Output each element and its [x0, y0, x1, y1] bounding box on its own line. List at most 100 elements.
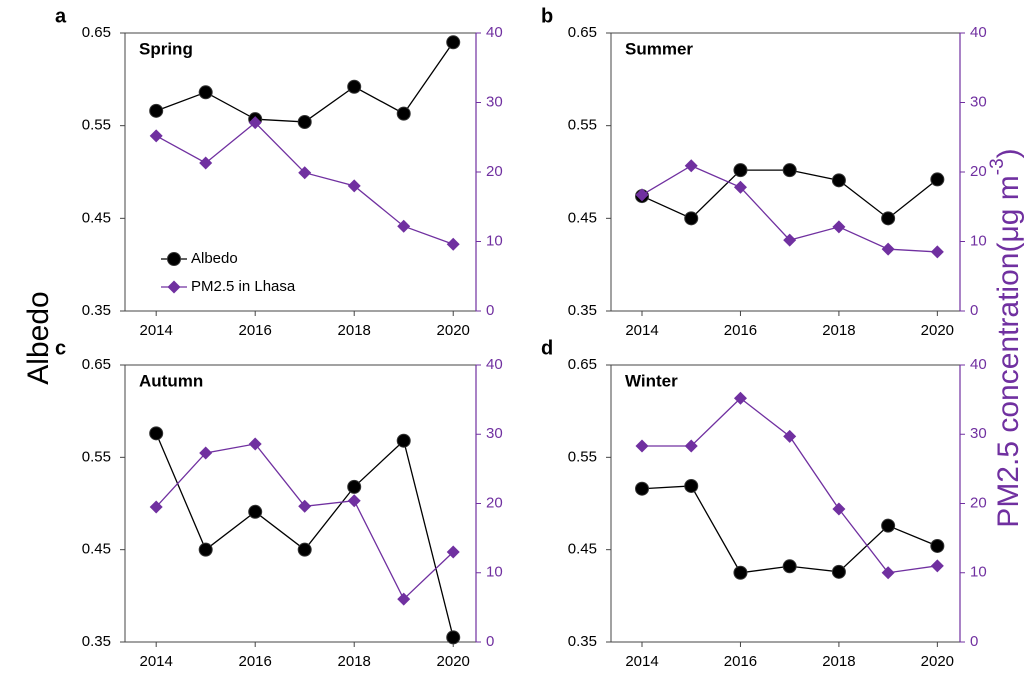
- y2-label-end: ): [992, 148, 1025, 158]
- pm25-point: [446, 237, 460, 251]
- pm25-point: [149, 129, 163, 143]
- y-tick-label: 0.65: [568, 356, 597, 373]
- x-tick-label: 2014: [625, 653, 658, 670]
- albedo-point: [684, 211, 699, 226]
- y2-tick-label: 40: [486, 24, 503, 41]
- x-tick-label: 2016: [724, 653, 757, 670]
- pm25-point: [298, 166, 312, 180]
- panel-label: d: [541, 337, 553, 359]
- pm25-point: [832, 502, 846, 516]
- albedo-point: [831, 173, 846, 188]
- albedo-point: [297, 114, 312, 129]
- y-tick-label: 0.45: [568, 541, 597, 558]
- y-tick-label: 0.65: [82, 356, 111, 373]
- pm25-point: [881, 242, 895, 256]
- y2-tick-label: 20: [970, 163, 987, 180]
- albedo-point: [149, 426, 164, 441]
- y-tick-label: 0.55: [82, 117, 111, 134]
- y-tick-label: 0.65: [568, 24, 597, 41]
- albedo-point: [881, 518, 896, 533]
- albedo-point: [198, 542, 213, 557]
- albedo-point: [446, 35, 461, 50]
- y2-label-sup: -3: [987, 158, 1008, 175]
- y2-label-main: PM2.5 concentration(μg m: [992, 175, 1025, 527]
- pm25-point: [199, 446, 213, 460]
- y-tick-label: 0.65: [82, 24, 111, 41]
- albedo-point: [684, 478, 699, 493]
- albedo-point: [396, 433, 411, 448]
- x-tick-label: 2016: [724, 322, 757, 339]
- y2-tick-label: 10: [970, 564, 987, 581]
- pm25-point: [733, 180, 747, 194]
- y2-tick-label: 10: [486, 232, 503, 249]
- y2-tick-label: 30: [486, 93, 503, 110]
- albedo-point: [198, 85, 213, 100]
- albedo-point: [930, 538, 945, 553]
- albedo-point: [831, 564, 846, 579]
- y2-tick-label: 20: [486, 494, 503, 511]
- y2-tick-label: 20: [486, 163, 503, 180]
- panel-label: c: [55, 337, 66, 359]
- y-tick-label: 0.55: [568, 448, 597, 465]
- albedo-point: [782, 163, 797, 178]
- x-tick-label: 2014: [140, 653, 173, 670]
- y2-tick-label: 40: [970, 356, 987, 373]
- panel-title: Summer: [625, 39, 693, 58]
- y2-axis-label: PM2.5 concentration(μg m-3): [987, 148, 1025, 527]
- y-tick-label: 0.45: [568, 209, 597, 226]
- albedo-point: [930, 172, 945, 187]
- plot-frame: [610, 364, 961, 643]
- panel-title: Spring: [139, 39, 193, 58]
- pm25-point: [684, 159, 698, 173]
- series-line: [155, 433, 454, 638]
- pm25-point: [930, 245, 944, 259]
- y2-tick-label: 0: [970, 302, 978, 319]
- y-tick-label: 0.35: [568, 633, 597, 650]
- pm25-point: [298, 499, 312, 513]
- series-line: [155, 443, 454, 601]
- y2-tick-label: 30: [486, 425, 503, 442]
- albedo-point: [149, 103, 164, 118]
- x-tick-label: 2020: [921, 653, 954, 670]
- pm25-point: [783, 233, 797, 247]
- pm25-point: [248, 437, 262, 451]
- y-axis-label: Albedo: [22, 291, 55, 384]
- albedo-point: [297, 542, 312, 557]
- x-tick-label: 2018: [822, 653, 855, 670]
- y2-tick-label: 30: [970, 93, 987, 110]
- panel-title: Winter: [625, 371, 678, 390]
- y-tick-label: 0.35: [82, 302, 111, 319]
- albedo-point: [446, 630, 461, 645]
- legend-marker: [167, 280, 181, 294]
- y2-tick-label: 40: [486, 356, 503, 373]
- x-tick-label: 2018: [338, 322, 371, 339]
- y-tick-label: 0.45: [82, 209, 111, 226]
- pm25-point: [930, 559, 944, 573]
- pm25-point: [832, 220, 846, 234]
- y2-tick-label: 0: [970, 633, 978, 650]
- y2-tick-label: 0: [486, 302, 494, 319]
- y-tick-label: 0.35: [82, 633, 111, 650]
- pm25-point: [635, 188, 649, 202]
- pm25-point: [347, 179, 361, 193]
- albedo-point: [347, 79, 362, 94]
- legend-label: Albedo: [191, 250, 238, 267]
- legend-marker: [167, 252, 181, 266]
- pm25-point: [881, 566, 895, 580]
- panel-label: a: [55, 5, 67, 27]
- y2-tick-label: 20: [970, 494, 987, 511]
- y2-tick-label: 10: [970, 232, 987, 249]
- pm25-point: [199, 156, 213, 170]
- albedo-point: [881, 211, 896, 226]
- series-line: [641, 169, 938, 220]
- panel-title: Autumn: [139, 371, 203, 390]
- albedo-point: [733, 565, 748, 580]
- x-tick-label: 2016: [239, 653, 272, 670]
- x-tick-label: 2016: [239, 322, 272, 339]
- pm25-point: [733, 391, 747, 405]
- x-tick-label: 2014: [625, 322, 658, 339]
- pm25-point: [446, 545, 460, 559]
- pm25-point: [684, 439, 698, 453]
- x-tick-label: 2020: [921, 322, 954, 339]
